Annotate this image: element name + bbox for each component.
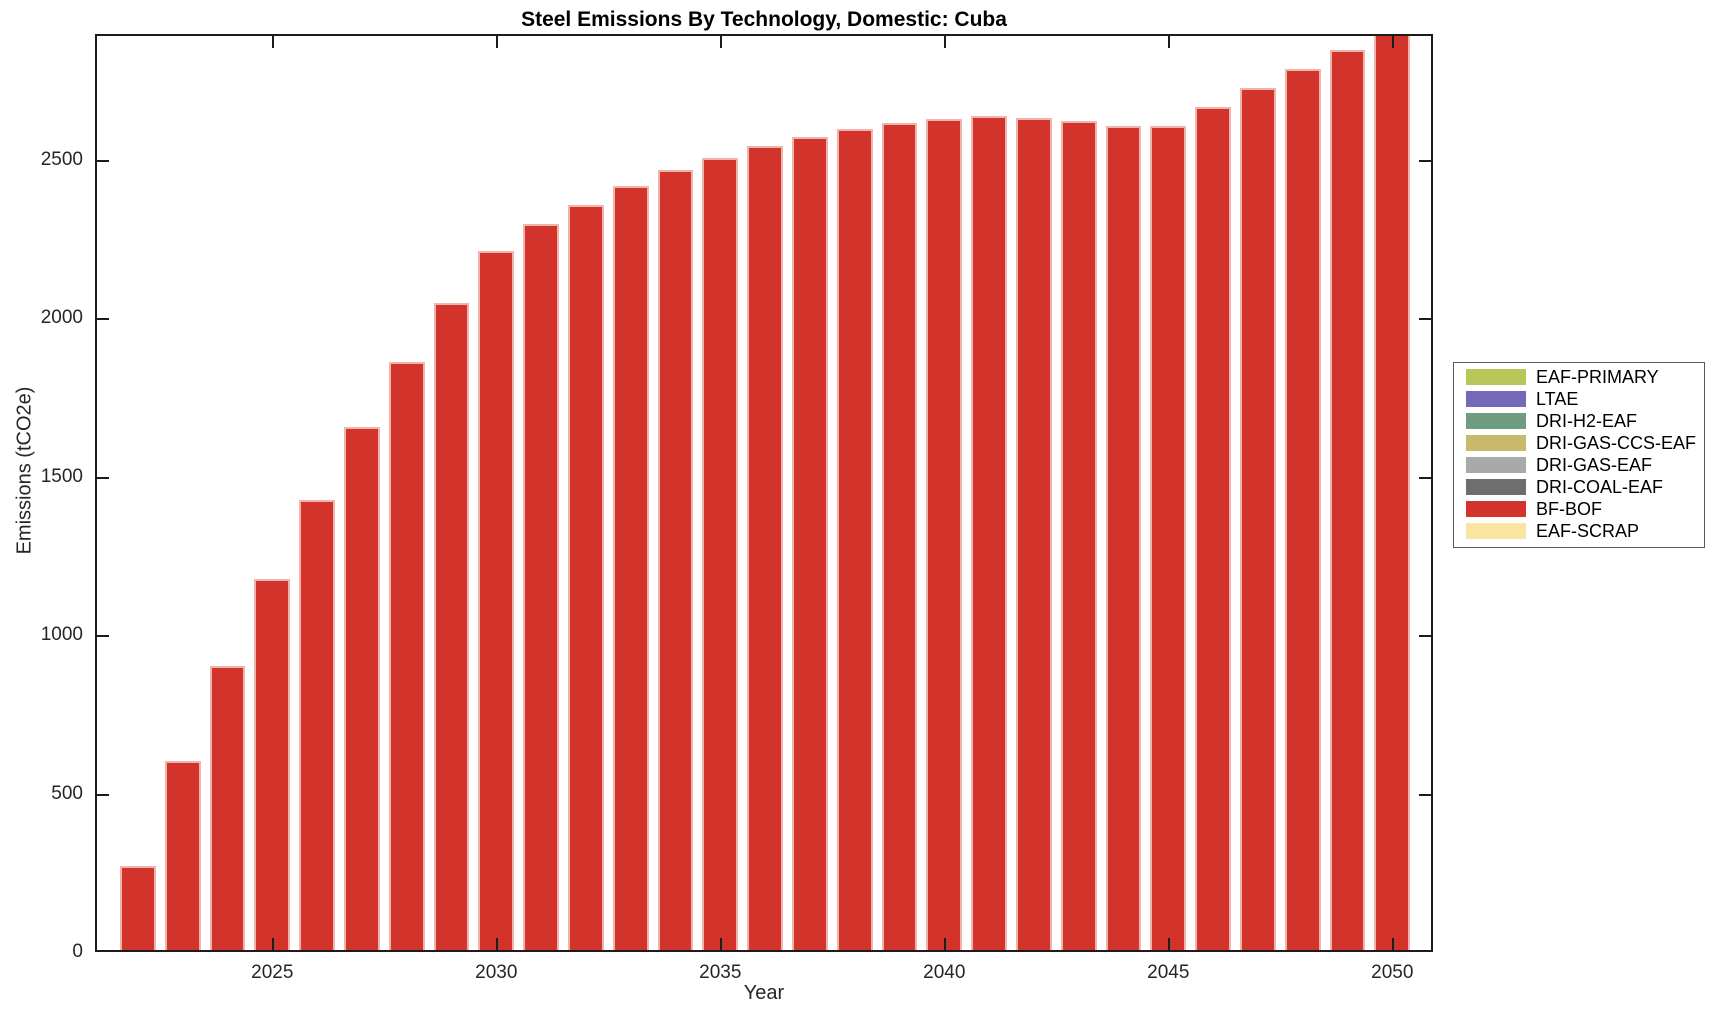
legend-item-ltae: LTAE: [1454, 388, 1704, 410]
y-tick-right: [1419, 793, 1431, 796]
bar-bf-bof-2025: [254, 579, 291, 950]
legend-label: DRI-GAS-EAF: [1536, 454, 1653, 475]
legend-swatch-icon: [1466, 457, 1526, 473]
x-tick-label: 2050: [1371, 962, 1414, 983]
y-tick-left: [97, 793, 109, 796]
y-tick-left: [97, 318, 109, 321]
y-tick-right: [1419, 476, 1431, 479]
x-tick-label: 2035: [699, 962, 742, 983]
legend-item-dri-gas-eaf: DRI-GAS-EAF: [1454, 454, 1704, 476]
legend-label: DRI-COAL-EAF: [1536, 476, 1664, 497]
bar-bf-bof-2024: [209, 666, 246, 950]
bar-bf-bof-2026: [299, 500, 335, 950]
bar-bf-bof-2038: [836, 129, 873, 950]
legend-swatch-icon: [1466, 523, 1526, 539]
bar-bf-bof-2049: [1329, 50, 1366, 950]
bar-bf-bof-2045: [1150, 126, 1187, 950]
bar-bf-bof-2037: [792, 137, 828, 950]
y-tick-left: [97, 159, 109, 162]
legend-item-eaf-primary: EAF-PRIMARY: [1454, 366, 1704, 388]
y-tick-right: [1419, 635, 1431, 637]
x-tick-top: [720, 36, 723, 48]
bar-bf-bof-2048: [1284, 69, 1321, 950]
x-tick-bottom: [1168, 938, 1171, 950]
legend-item-dri-coal-eaf: DRI-COAL-EAF: [1454, 476, 1704, 498]
legend-item-dri-gas-ccs-eaf: DRI-GAS-CCS-EAF: [1454, 432, 1704, 454]
bar-bf-bof-2035: [702, 158, 739, 950]
bar-bf-bof-2027: [344, 427, 380, 950]
legend-swatch-icon: [1466, 369, 1526, 385]
legend-label: DRI-GAS-CCS-EAF: [1536, 432, 1697, 453]
bar-bf-bof-2023: [164, 761, 201, 950]
x-tick-bottom: [496, 938, 499, 950]
bar-bf-bof-2047: [1240, 88, 1276, 950]
x-axis-label: Year: [743, 982, 785, 1004]
x-tick-label: 2040: [923, 962, 966, 983]
y-tick-label: 2500: [40, 148, 83, 170]
plot-area: [95, 34, 1433, 952]
legend-label: LTAE: [1536, 388, 1579, 409]
x-tick-bottom: [944, 938, 947, 950]
y-tick-left: [97, 476, 109, 479]
bar-bf-bof-2041: [971, 116, 1007, 950]
legend-swatch-icon: [1466, 391, 1526, 407]
y-tick-right: [1419, 318, 1431, 321]
bar-bf-bof-2044: [1105, 126, 1142, 950]
y-tick-label: 1500: [40, 465, 83, 487]
legend-swatch-icon: [1466, 501, 1526, 517]
bar-bf-bof-2042: [1016, 118, 1052, 950]
bar-bf-bof-2034: [657, 170, 694, 950]
bar-bf-bof-2033: [612, 186, 649, 950]
legend-swatch-icon: [1466, 479, 1526, 495]
y-tick-left: [97, 635, 109, 637]
bar-bf-bof-2029: [433, 303, 470, 950]
y-tick-label: 1000: [40, 624, 83, 645]
bar-bf-bof-2030: [478, 251, 515, 950]
x-tick-top: [944, 36, 947, 48]
x-tick-top: [1168, 36, 1171, 48]
legend-label: EAF-SCRAP: [1536, 520, 1640, 541]
bar-bf-bof-2031: [523, 224, 559, 950]
x-tick-label: 2030: [475, 962, 518, 983]
legend-label: DRI-H2-EAF: [1536, 410, 1638, 431]
x-tick-top: [1392, 36, 1395, 48]
chart-title: Steel Emissions By Technology, Domestic:…: [521, 8, 1007, 31]
y-tick-label: 500: [51, 782, 83, 804]
bar-bf-bof-2032: [568, 205, 604, 950]
x-tick-top: [496, 36, 499, 48]
bar-bf-bof-2050: [1374, 36, 1411, 950]
bar-bf-bof-2040: [926, 119, 963, 950]
legend-box: EAF-PRIMARY LTAE DRI-H2-EAF DRI-GAS-CCS-EAF…: [1453, 362, 1705, 548]
y-tick-label: 2000: [40, 307, 83, 329]
legend-swatch-icon: [1466, 413, 1526, 429]
x-tick-label: 2045: [1147, 962, 1190, 983]
y-tick-label: 0: [72, 941, 83, 962]
x-tick-bottom: [720, 938, 723, 950]
x-tick-top: [272, 36, 275, 48]
legend-label: EAF-PRIMARY: [1536, 366, 1659, 387]
x-tick-label: 2025: [251, 962, 294, 983]
x-tick-bottom: [1392, 938, 1395, 950]
x-tick-bottom: [272, 938, 275, 950]
y-tick-right: [1419, 159, 1431, 162]
legend-label: BF-BOF: [1536, 498, 1602, 519]
bar-bf-bof-2039: [881, 123, 918, 950]
bar-bf-bof-2028: [388, 362, 425, 950]
bar-bf-bof-2036: [747, 146, 783, 950]
legend-item-bf-bof: BF-BOF: [1454, 498, 1704, 520]
legend-item-dri-h2-eaf: DRI-H2-EAF: [1454, 410, 1704, 432]
legend-item-eaf-scrap: EAF-SCRAP: [1454, 520, 1704, 542]
bar-bf-bof-2022: [120, 866, 156, 950]
legend-swatch-icon: [1466, 435, 1526, 451]
bar-bf-bof-2043: [1060, 121, 1097, 950]
bar-bf-bof-2046: [1195, 107, 1231, 950]
